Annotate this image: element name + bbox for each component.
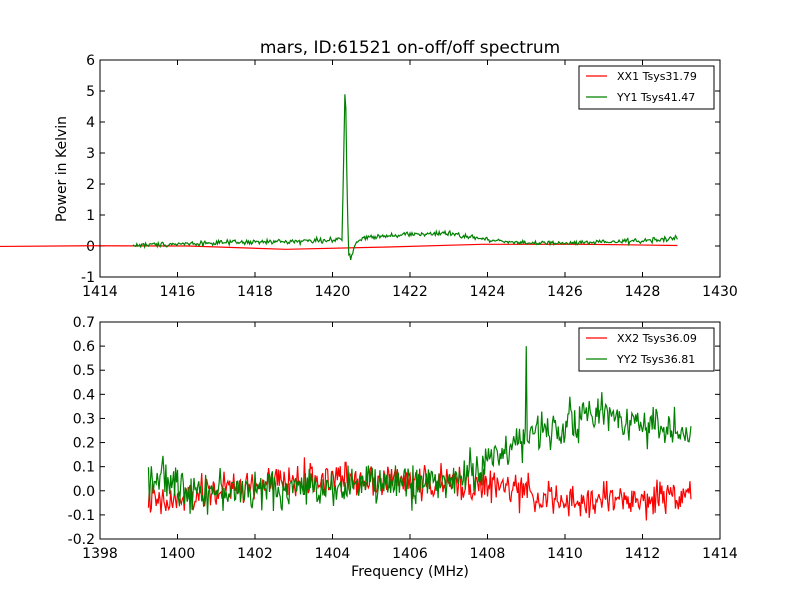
x-tick-label: 1414	[702, 546, 738, 562]
bottom-spectrum-panel: Frequency (MHz) 1398 1400 1402 1404 1406 1408…	[68, 315, 738, 580]
axis-ticks: 1414 1416 1418 1420 1422 1424 1426 1428 1430-101…	[81, 53, 738, 300]
x-axis-label: Frequency (MHz)	[351, 564, 469, 580]
chart-title: mars, ID:61521 on-off/off spectrum	[260, 38, 560, 58]
x-tick-label: 1410	[547, 546, 583, 562]
y-tick-label: 0.5	[73, 363, 95, 379]
x-tick-label: 1430	[702, 284, 738, 300]
series-line-yy2	[147, 346, 692, 515]
y-tick-label: 2	[86, 177, 95, 193]
x-tick-label: 1428	[625, 284, 661, 300]
legend-label-yy1: YY1 Tsys41.47	[616, 91, 695, 104]
x-tick-label: 1406	[392, 546, 428, 562]
x-tick-label: 1414	[82, 284, 118, 300]
y-tick-label: 6	[86, 53, 95, 69]
series-line-yy1	[132, 94, 678, 260]
x-tick-label: 1426	[547, 284, 583, 300]
x-tick-label: 1404	[315, 546, 351, 562]
x-tick-label: 1402	[237, 546, 273, 562]
y-tick-label: 1	[86, 208, 95, 224]
y-tick-label: 5	[86, 84, 95, 100]
x-tick-label: 1424	[470, 284, 506, 300]
y-tick-label: -0.1	[68, 508, 95, 524]
y-tick-label: 0.6	[73, 339, 95, 355]
y-axis-label: Power in Kelvin	[54, 116, 70, 222]
legend-label-xx1: XX1 Tsys31.79	[617, 70, 697, 83]
legend-label-xx2: XX2 Tsys36.09	[617, 332, 697, 345]
y-tick-label: 4	[86, 115, 95, 131]
y-tick-label: -1	[81, 270, 95, 286]
legend: XX1 Tsys31.79 YY1 Tsys41.47	[578, 65, 715, 110]
y-tick-label: 0.4	[73, 387, 95, 403]
y-tick-label: 0.1	[73, 460, 95, 476]
x-tick-label: 1400	[160, 546, 196, 562]
x-tick-label: 1408	[470, 546, 506, 562]
x-tick-label: 1412	[625, 546, 661, 562]
series-group	[147, 346, 692, 521]
x-tick-label: 1416	[160, 284, 196, 300]
x-tick-label: 1398	[82, 546, 118, 562]
y-tick-label: 0.2	[73, 436, 95, 452]
plot-frame	[99, 321, 721, 540]
y-tick-label: 0.7	[73, 315, 95, 331]
y-tick-label: 0.3	[73, 411, 95, 427]
y-tick-label: 0	[86, 239, 95, 255]
y-tick-label: 0.0	[73, 484, 95, 500]
x-tick-label: 1420	[315, 284, 351, 300]
top-spectrum-panel: mars, ID:61521 on-off/off spectrum Power…	[0, 38, 738, 300]
y-tick-label: -0.2	[68, 532, 95, 548]
x-tick-label: 1422	[392, 284, 428, 300]
legend-label-yy2: YY2 Tsys36.81	[616, 353, 695, 366]
legend-box	[578, 65, 715, 110]
series-group	[0, 94, 678, 260]
x-tick-label: 1418	[237, 284, 273, 300]
legend-box	[578, 327, 715, 372]
y-tick-label: 3	[86, 146, 95, 162]
plot-frame	[99, 59, 721, 278]
axis-ticks: 1398 1400 1402 1404 1406 1408 1410 1412 1414 -0.2…	[68, 315, 738, 562]
legend: XX2 Tsys36.09 YY2 Tsys36.81	[578, 327, 715, 372]
